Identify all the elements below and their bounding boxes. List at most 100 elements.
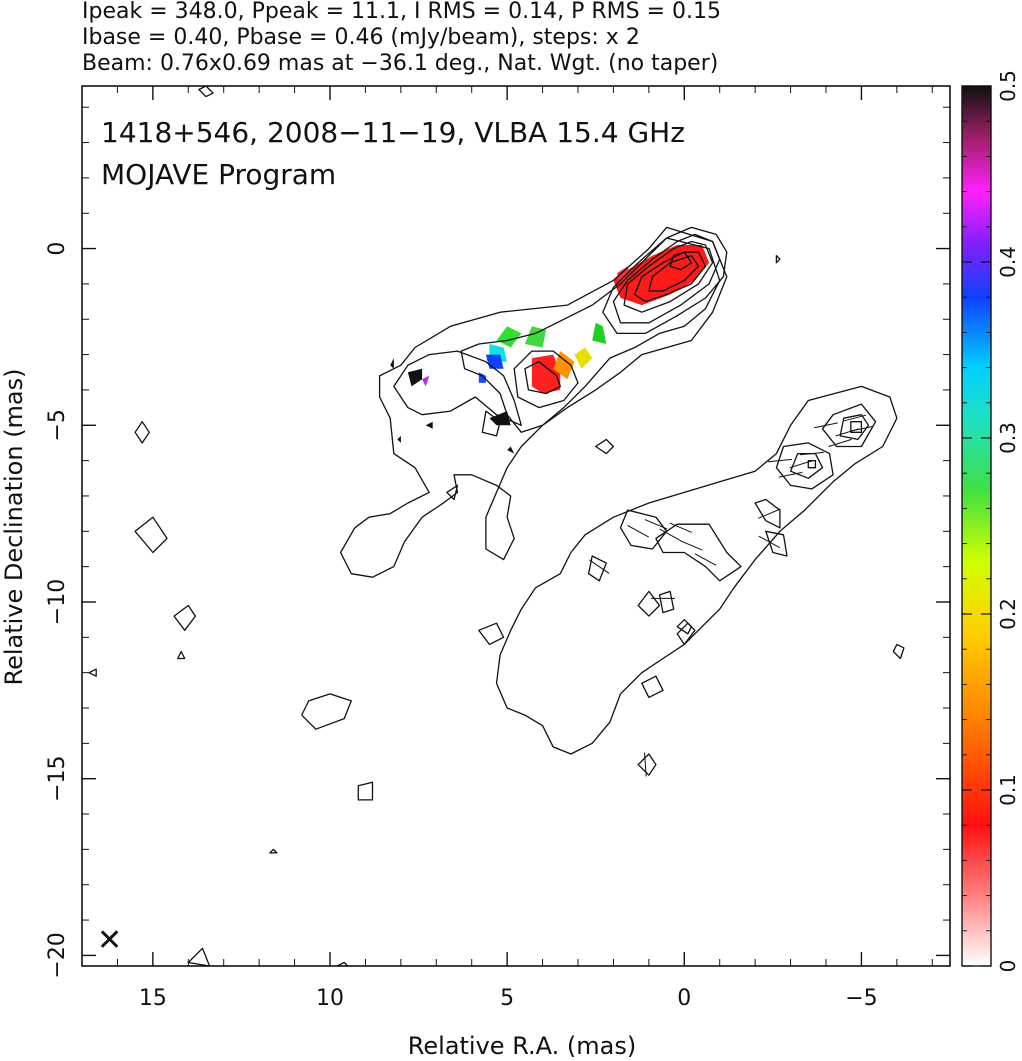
pol-blob-black-1 <box>407 368 423 387</box>
contour-core-1 <box>602 226 728 335</box>
contour-isolated-1 <box>134 421 150 444</box>
contour-isolated-16 <box>775 254 781 264</box>
contour-south-comp-2 <box>839 414 870 441</box>
colorbar-tick-label: 0 <box>996 960 1020 973</box>
x-tick-label: −5 <box>845 986 877 1011</box>
colorbar-tick-label: 0.1 <box>996 774 1020 806</box>
x-tick-label: 15 <box>139 986 167 1011</box>
evpa-tick-17 <box>589 559 610 574</box>
contour-inner-main-1 <box>460 237 721 433</box>
contour-isolated-18 <box>637 753 657 776</box>
colorbar-tick-label: 0.3 <box>996 422 1020 454</box>
plot-frame <box>81 85 951 967</box>
pol-blob-green-3 <box>592 322 607 344</box>
y-tick-label: −5 <box>45 409 70 441</box>
evpa-tick-11 <box>644 519 668 530</box>
y-tick-label: −15 <box>45 755 70 801</box>
contour-south-comp-1 <box>821 403 877 448</box>
contour-isolated-19 <box>198 86 214 98</box>
pol-blob-yellow-knot <box>574 347 593 369</box>
evpa-tick-13 <box>680 540 703 551</box>
chart-title: 1418+546, 2008−11−19, VLBA 15.4 GHz <box>101 116 685 149</box>
evpa-tick-6 <box>789 460 813 469</box>
contour-isolated-15 <box>676 619 693 635</box>
contour-core-6 <box>669 251 693 271</box>
pol-blob-red-core <box>613 245 710 306</box>
contour-isolated-3 <box>173 604 197 631</box>
pol-blob-black-4 <box>425 421 433 429</box>
pol-blob-black-5 <box>397 435 401 443</box>
contour-layer <box>88 86 905 966</box>
contour-south-blob-8 <box>641 675 664 699</box>
y-tick-label: −20 <box>45 932 70 978</box>
evpa-tick-0 <box>842 414 867 422</box>
evpa-tick-4 <box>814 422 838 429</box>
beam-marker: ✕ <box>97 923 122 958</box>
polarization-layer <box>390 245 710 454</box>
contour-isolated-17 <box>892 643 905 660</box>
header-line-1: Ipeak = 348.0, Ppeak = 11.1, I RMS = 0.1… <box>82 0 721 24</box>
x-tick-label: 0 <box>677 986 691 1011</box>
colorbar-tick-label: 0.2 <box>996 598 1020 630</box>
pol-blob-black-2 <box>489 411 511 426</box>
pol-blob-green-2 <box>524 326 547 348</box>
contour-knot-1 <box>513 350 579 409</box>
evpa-tick-3 <box>828 438 852 447</box>
x-tick-label: 10 <box>316 986 344 1011</box>
contour-isolated-2 <box>134 516 168 554</box>
axis-ticks: 15 10 5 0 −5 0 −5 −10 −15 −20 <box>45 86 950 1011</box>
evpa-tick-14 <box>694 553 717 566</box>
contour-isolated-14 <box>637 590 661 617</box>
pol-blob-orange-knot <box>553 351 575 380</box>
colorbar-tick-label: 0.4 <box>996 246 1020 278</box>
contour-south-blob-6 <box>658 590 675 614</box>
header-line-3: Beam: 0.76x0.69 mas at −36.1 deg., Nat. … <box>82 51 719 76</box>
pol-blob-black-6 <box>507 446 515 454</box>
contour-north-blob-1 <box>481 410 501 437</box>
contour-core-2 <box>612 233 721 324</box>
evpa-tick-16 <box>669 522 692 533</box>
y-axis-label: Relative Declination (mas) <box>0 368 28 685</box>
evpa-tick-8 <box>767 458 792 463</box>
contour-south-blob-3 <box>754 498 781 529</box>
colorbar <box>961 85 992 967</box>
contour-south-blob-2 <box>619 509 668 550</box>
y-tick-label: −10 <box>45 579 70 625</box>
pol-blob-green-1 <box>496 326 522 348</box>
pol-blob-magenta-1 <box>422 375 430 387</box>
contour-south-blob-5 <box>587 555 607 582</box>
contour-isolated-12 <box>446 484 459 501</box>
evpa-tick-5 <box>799 451 824 456</box>
contour-core-5 <box>648 254 700 292</box>
contour-south-blob-7 <box>676 622 696 646</box>
evpa-tick-12 <box>659 528 681 542</box>
header-line-2: Ibase = 0.40, Pbase = 0.46 (mJy/beam), s… <box>82 25 640 50</box>
x-tick-label: 5 <box>500 986 514 1011</box>
contour-south-blob-4 <box>765 530 788 557</box>
colorbar-tick-label: 0.5 <box>996 70 1020 102</box>
colorbar-ticks: 0 0.1 0.2 0.3 0.4 0.5 <box>962 70 1020 972</box>
evpa-tick-9 <box>758 508 781 519</box>
contour-isolated-9 <box>187 947 211 966</box>
contour-south-blob-1 <box>655 523 742 582</box>
evpa-tick-19 <box>644 752 647 777</box>
contour-isolated-4 <box>177 650 186 660</box>
chart-subtitle: MOJAVE Program <box>101 158 336 191</box>
contour-core-3 <box>623 240 714 313</box>
contour-isolated-10 <box>336 961 349 966</box>
contour-isolated-8 <box>269 848 278 854</box>
contour-inner-main-2 <box>393 350 522 426</box>
pol-blob-black-3 <box>390 358 394 369</box>
contour-south-comp-3 <box>850 421 863 433</box>
contour-isolated-6 <box>301 693 352 730</box>
contour-south-comp-4 <box>775 442 834 490</box>
evpa-layer <box>589 414 874 777</box>
evpa-tick-15 <box>627 525 650 538</box>
contour-knot-2 <box>524 361 561 395</box>
evpa-tick-2 <box>849 425 874 432</box>
evpa-tick-10 <box>758 535 781 549</box>
contour-isolated-11 <box>478 622 505 646</box>
contour-isolated-13 <box>595 438 615 455</box>
contour-isolated-5 <box>88 668 97 677</box>
